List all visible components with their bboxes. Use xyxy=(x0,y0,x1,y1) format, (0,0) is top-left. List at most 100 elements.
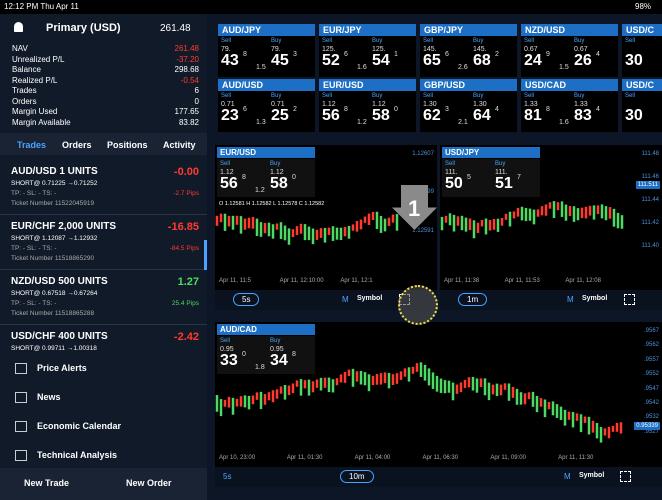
price-pips: 23 xyxy=(221,107,239,124)
quote-tile[interactable]: EUR/USD Sell Buy 1.12 56 8 1.2 1.12 58 0 xyxy=(319,79,416,132)
price-pips: 56 xyxy=(322,107,340,124)
price-prefix: 0.67 xyxy=(524,46,538,53)
quote-tile[interactable]: USD/CAD Sell Buy 1.33 81 8 1.6 1.33 83 4 xyxy=(521,79,618,132)
buy-label: Buy xyxy=(372,93,383,99)
mode-label: M xyxy=(342,295,349,304)
menu-item[interactable]: Economic Calendar xyxy=(37,421,122,431)
quote-tile[interactable]: EUR/JPY Sell Buy 125. 52 6 1.6 125. 54 1 xyxy=(319,24,416,77)
x-axis-label: Apr 10, 23:00 xyxy=(219,455,256,461)
trade-entry: SHORT@ 0.67518 →0.67264 xyxy=(11,290,98,297)
y-axis-label: .9562 xyxy=(643,342,659,349)
x-axis-label: Apr 11, 12:10:00 xyxy=(279,278,324,284)
price-fraction: 6 xyxy=(243,106,247,113)
price-pips: 45 xyxy=(271,52,289,69)
trade-title: USD/CHF 400 UNITS xyxy=(11,331,108,342)
chart-quote: Sell Buy 1.12 56 8 1.2 1.12 58 0 xyxy=(217,159,315,197)
price-prefix: 0.71 xyxy=(271,101,285,108)
trade-ticket: Ticket Number 11518865288 xyxy=(11,310,95,317)
price-pips: 58 xyxy=(372,107,390,124)
y-axis-label: 111.40 xyxy=(641,243,659,249)
fullscreen-button[interactable] xyxy=(624,294,635,305)
buy-label: Buy xyxy=(372,38,383,44)
buy-label: Buy xyxy=(574,38,585,44)
menu-item[interactable]: Price Alerts xyxy=(37,363,87,373)
tab[interactable]: Activity xyxy=(163,140,196,150)
y-axis-label: 111.42 xyxy=(641,220,659,226)
price-pips: 81 xyxy=(524,107,542,124)
price-prefix: 111. xyxy=(495,169,508,176)
tab[interactable]: Positions xyxy=(107,140,148,150)
chart: EUR/USD Sell Buy 1.12 56 8 1.2 1.12 58 0 1.12607 1.… xyxy=(215,145,437,290)
quote-tile[interactable]: NZD/USD Sell Buy 0.67 24 9 1.5 0.67 26 4 xyxy=(521,24,618,77)
price-pips: 64 xyxy=(473,107,491,124)
price-pips: 58 xyxy=(270,175,288,192)
menu-item[interactable]: News xyxy=(37,392,61,402)
symbol-button[interactable]: Symbol xyxy=(582,295,608,302)
buy-label: Buy xyxy=(574,93,585,99)
interval-pill[interactable]: 5s xyxy=(233,293,260,306)
trade-pl: -2.42 xyxy=(173,331,199,343)
action-button[interactable]: New Order xyxy=(126,478,172,488)
price-prefix: 1.33 xyxy=(524,101,538,108)
quote-pair: AUD/USD xyxy=(218,79,315,91)
price-trace xyxy=(440,201,624,239)
menu-icon xyxy=(15,392,27,403)
trade-limits: TP: - SL: - TS: - xyxy=(11,300,57,307)
price-fraction: 8 xyxy=(292,351,296,358)
quote-pair: USD/C xyxy=(622,79,662,91)
divider xyxy=(0,214,207,215)
price-fraction: 4 xyxy=(596,51,600,58)
chart-quote: Sell Buy 111. 50 5 111. 51 7 xyxy=(442,159,540,197)
x-axis-label: Apr 11, 11:5 xyxy=(219,278,251,284)
quote-tile[interactable]: AUD/USD Sell Buy 0.71 23 6 1.3 0.71 25 2 xyxy=(218,79,315,132)
price-prefix: 145. xyxy=(473,46,487,53)
symbol-button[interactable]: Symbol xyxy=(579,472,605,479)
price-pips: 25 xyxy=(271,107,289,124)
quote-tile[interactable]: GBP/JPY Sell Buy 145. 65 6 2.6 145. 68 2 xyxy=(420,24,517,77)
price-fraction: 2 xyxy=(495,51,499,58)
action-button[interactable]: New Trade xyxy=(24,478,70,488)
price-pips: 83 xyxy=(574,107,592,124)
mode-label: M xyxy=(567,295,574,304)
price-prefix: 125. xyxy=(372,46,386,53)
price-pips: 30 xyxy=(625,107,643,124)
trade-pl: -16.85 xyxy=(167,221,199,233)
quote-tile[interactable]: USD/C Sell 30 xyxy=(622,24,662,77)
account-label: Balance xyxy=(12,65,41,74)
trade-pips: 25.4 Pips xyxy=(171,300,199,307)
status-bar xyxy=(0,0,662,14)
mode-label: M xyxy=(564,472,571,481)
quote-tile[interactable]: AUD/JPY Sell Buy 79. 43 8 1.5 79. 45 3 xyxy=(218,24,315,77)
callout-number: 1 xyxy=(408,196,421,221)
quote-tile[interactable]: USD/C Sell 30 xyxy=(622,79,662,132)
trade-ticket: Ticket Number 11522045919 xyxy=(11,200,95,207)
quote-tile[interactable]: GBP/USD Sell Buy 1.30 62 3 2.1 1.30 64 4 xyxy=(420,79,517,132)
sell-label: Sell xyxy=(423,38,434,44)
buy-label: Buy xyxy=(270,338,281,344)
quote-pair: GBP/USD xyxy=(420,79,517,91)
price-pips: 56 xyxy=(220,175,238,192)
y-axis-label: .9532 xyxy=(643,414,659,421)
sell-label: Sell xyxy=(221,93,232,99)
price-prefix: 79. xyxy=(221,46,231,53)
price-pips: 52 xyxy=(322,52,340,69)
price-prefix: 79. xyxy=(271,46,281,53)
y-axis-label: 111.46 xyxy=(641,174,659,180)
menu-item[interactable]: Technical Analysis xyxy=(37,450,118,460)
spread: 1.5 xyxy=(559,64,569,71)
chart-pair: USD/JPY xyxy=(442,147,540,158)
interval-pill[interactable]: 10m xyxy=(340,470,374,483)
price-prefix: 0.95 xyxy=(270,346,284,353)
fullscreen-button[interactable] xyxy=(620,471,631,482)
current-price: 111.511 xyxy=(635,181,660,189)
interval-pill[interactable]: 1m xyxy=(458,293,488,306)
spread: 1.3 xyxy=(256,119,266,126)
x-axis-label: Apr 11, 11:30 xyxy=(558,455,594,461)
price-pips: 62 xyxy=(423,107,441,124)
tab[interactable]: Trades xyxy=(17,140,47,150)
y-axis-label: .9567 xyxy=(643,328,659,334)
symbol-button[interactable]: Symbol xyxy=(357,295,383,302)
user-icon xyxy=(14,22,23,32)
tab[interactable]: Orders xyxy=(62,140,92,150)
